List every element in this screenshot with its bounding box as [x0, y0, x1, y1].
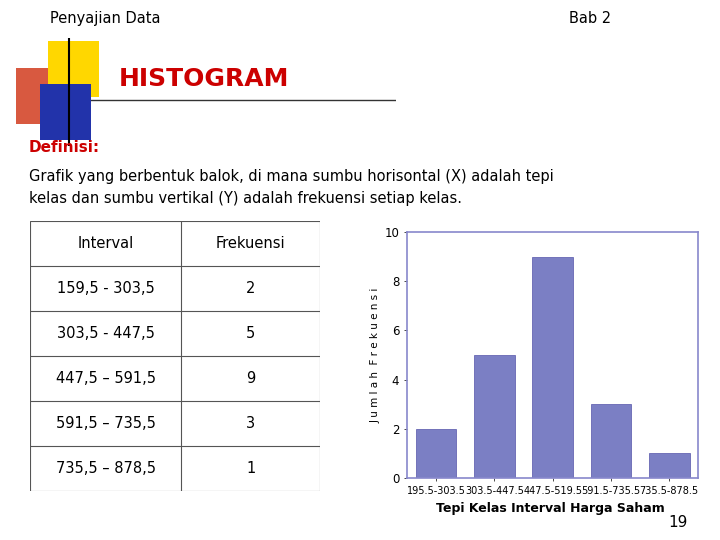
FancyBboxPatch shape	[40, 84, 91, 140]
Bar	[474, 355, 515, 478]
Text: 303,5 - 447,5: 303,5 - 447,5	[57, 326, 155, 341]
Text: 5: 5	[246, 326, 256, 341]
Y-axis label: J u m l a h  F r e k u e n s i: J u m l a h F r e k u e n s i	[370, 287, 380, 423]
Text: HISTOGRAM: HISTOGRAM	[119, 67, 289, 91]
FancyBboxPatch shape	[16, 68, 63, 124]
Text: Grafik yang berbentuk balok, di mana sumbu horisontal (X) adalah tepi
kelas dan : Grafik yang berbentuk balok, di mana sum…	[29, 169, 554, 206]
Bar	[590, 404, 631, 478]
Text: 3: 3	[246, 416, 256, 431]
Text: 1: 1	[246, 461, 256, 476]
Text: 591,5 – 735,5: 591,5 – 735,5	[55, 416, 156, 431]
Text: Tepi Kelas Interval Harga Saham: Tepi Kelas Interval Harga Saham	[436, 502, 665, 515]
Text: 735,5 – 878,5: 735,5 – 878,5	[55, 461, 156, 476]
Text: 19: 19	[668, 515, 688, 530]
FancyBboxPatch shape	[48, 41, 99, 97]
Bar	[532, 256, 573, 478]
Text: Definisi:: Definisi:	[29, 140, 100, 156]
Text: Penyajian Data: Penyajian Data	[50, 11, 161, 26]
Bar	[649, 454, 690, 478]
Bar	[415, 429, 456, 478]
Text: Frekuensi: Frekuensi	[216, 237, 286, 252]
Text: Interval: Interval	[78, 237, 134, 252]
Text: 9: 9	[246, 372, 256, 387]
Text: 159,5 - 303,5: 159,5 - 303,5	[57, 281, 155, 296]
Text: Bab 2: Bab 2	[569, 11, 611, 26]
Text: 447,5 – 591,5: 447,5 – 591,5	[55, 372, 156, 387]
Text: 2: 2	[246, 281, 256, 296]
